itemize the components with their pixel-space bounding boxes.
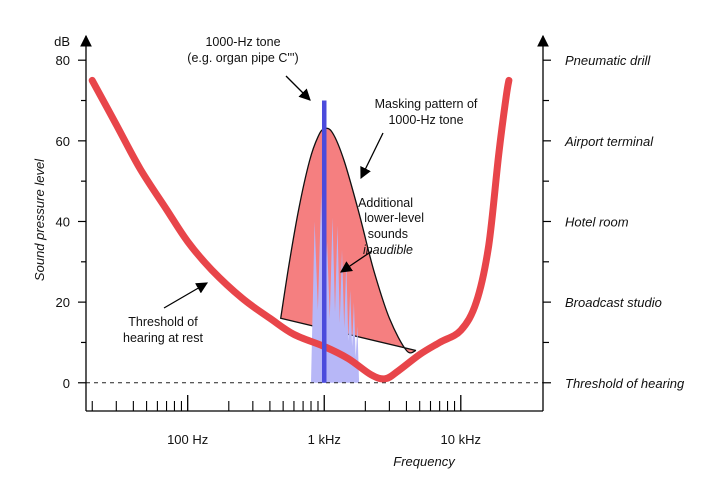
x-tick-label: 10 kHz <box>441 432 481 447</box>
threshold-label-line1: Threshold of <box>128 315 198 329</box>
additional-line1: Additional <box>358 196 413 210</box>
y-tick-label: 80 <box>56 53 70 68</box>
masking-arrow <box>360 132 384 180</box>
x-axis-label: Frequency <box>393 454 456 469</box>
y-tick-label: 60 <box>56 134 70 149</box>
right-axis-label: Threshold of hearing <box>565 376 685 391</box>
additional-line4: inaudible <box>363 243 413 257</box>
additional-line2: lower-level <box>364 211 424 225</box>
axis-ticks: 0 20 40 60 80 100 Hz 1 kHz 10 kHz Pneumatic dril… <box>56 53 685 447</box>
x-tick-label: 1 kHz <box>308 432 341 447</box>
y-tick-label: 40 <box>56 214 70 229</box>
y-unit-label: dB <box>54 34 70 49</box>
x-tick-label: 100 Hz <box>167 432 208 447</box>
y-axis-label: Sound pressure level <box>32 158 47 281</box>
right-axis-label: Hotel room <box>565 214 629 229</box>
additional-arrow <box>340 250 373 273</box>
tone-label-line2: (e.g. organ pipe C''') <box>187 51 298 65</box>
y-tick-label: 20 <box>56 295 70 310</box>
right-axis-label: Broadcast studio <box>565 295 662 310</box>
threshold-curve <box>88 76 513 383</box>
masking-label-line1: Masking pattern of <box>375 97 478 111</box>
tone-label-line1: 1000-Hz tone <box>205 35 280 49</box>
tone-arrow <box>285 75 311 101</box>
threshold-label-line2: hearing at rest <box>123 331 203 345</box>
masking-label-line2: 1000-Hz tone <box>388 113 463 127</box>
y-tick-label: 0 <box>63 376 70 391</box>
threshold-arrow <box>163 282 209 309</box>
right-axis-label: Pneumatic drill <box>565 53 651 68</box>
additional-line3: sounds <box>368 227 408 241</box>
right-axis-label: Airport terminal <box>564 134 654 149</box>
